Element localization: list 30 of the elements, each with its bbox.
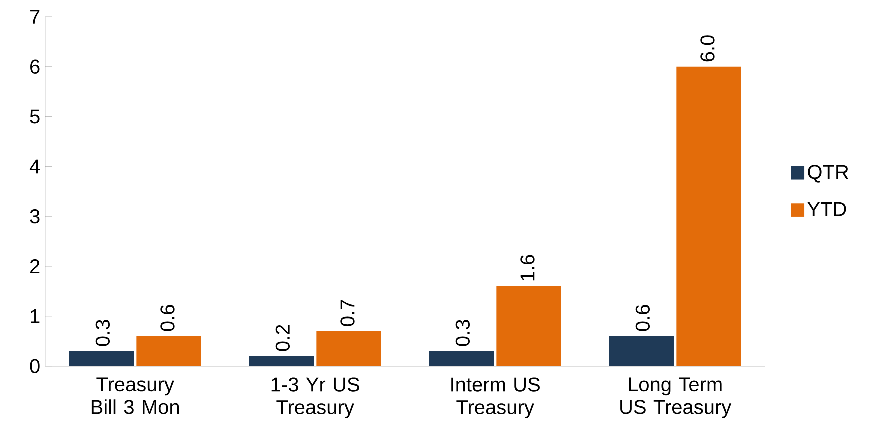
legend-label: YTD: [808, 202, 846, 216]
legend-label: QTR: [808, 165, 848, 183]
data-label: 0.3: [456, 320, 470, 346]
data-label: 0.6: [160, 305, 175, 332]
bar: [496, 286, 562, 366]
bar: [316, 331, 382, 366]
bar: [69, 351, 134, 366]
bar: [136, 336, 202, 366]
bar: [429, 351, 494, 366]
x-tick-label: Interm US Treasury: [452, 378, 540, 418]
data-label: 0.3: [96, 320, 110, 346]
data-label: 0.2: [276, 325, 290, 352]
y-tick-label: 4: [30, 160, 40, 174]
x-tick-label: 1-3 Yr US Treasury: [272, 378, 360, 418]
data-label: 1.6: [520, 255, 535, 281]
y-tick-label: 3: [30, 210, 40, 224]
y-tick-label: 6: [30, 60, 40, 74]
x-tick-label: Long Term US Treasury: [620, 378, 732, 418]
y-tick-label: 5: [30, 110, 40, 124]
y-tick-label: 0: [30, 359, 40, 374]
data-label: 0.6: [636, 305, 650, 332]
bar: [676, 66, 742, 366]
data-label: 0.7: [340, 300, 355, 326]
y-tick-label: 7: [30, 10, 40, 24]
bar: [249, 356, 314, 366]
x-tick-label: Treasury Bill 3 Mon: [92, 378, 180, 414]
y-tick-label: 2: [30, 260, 40, 274]
bar: [609, 336, 674, 366]
data-label: 6.0: [700, 36, 715, 62]
y-tick-label: 1: [31, 310, 40, 324]
